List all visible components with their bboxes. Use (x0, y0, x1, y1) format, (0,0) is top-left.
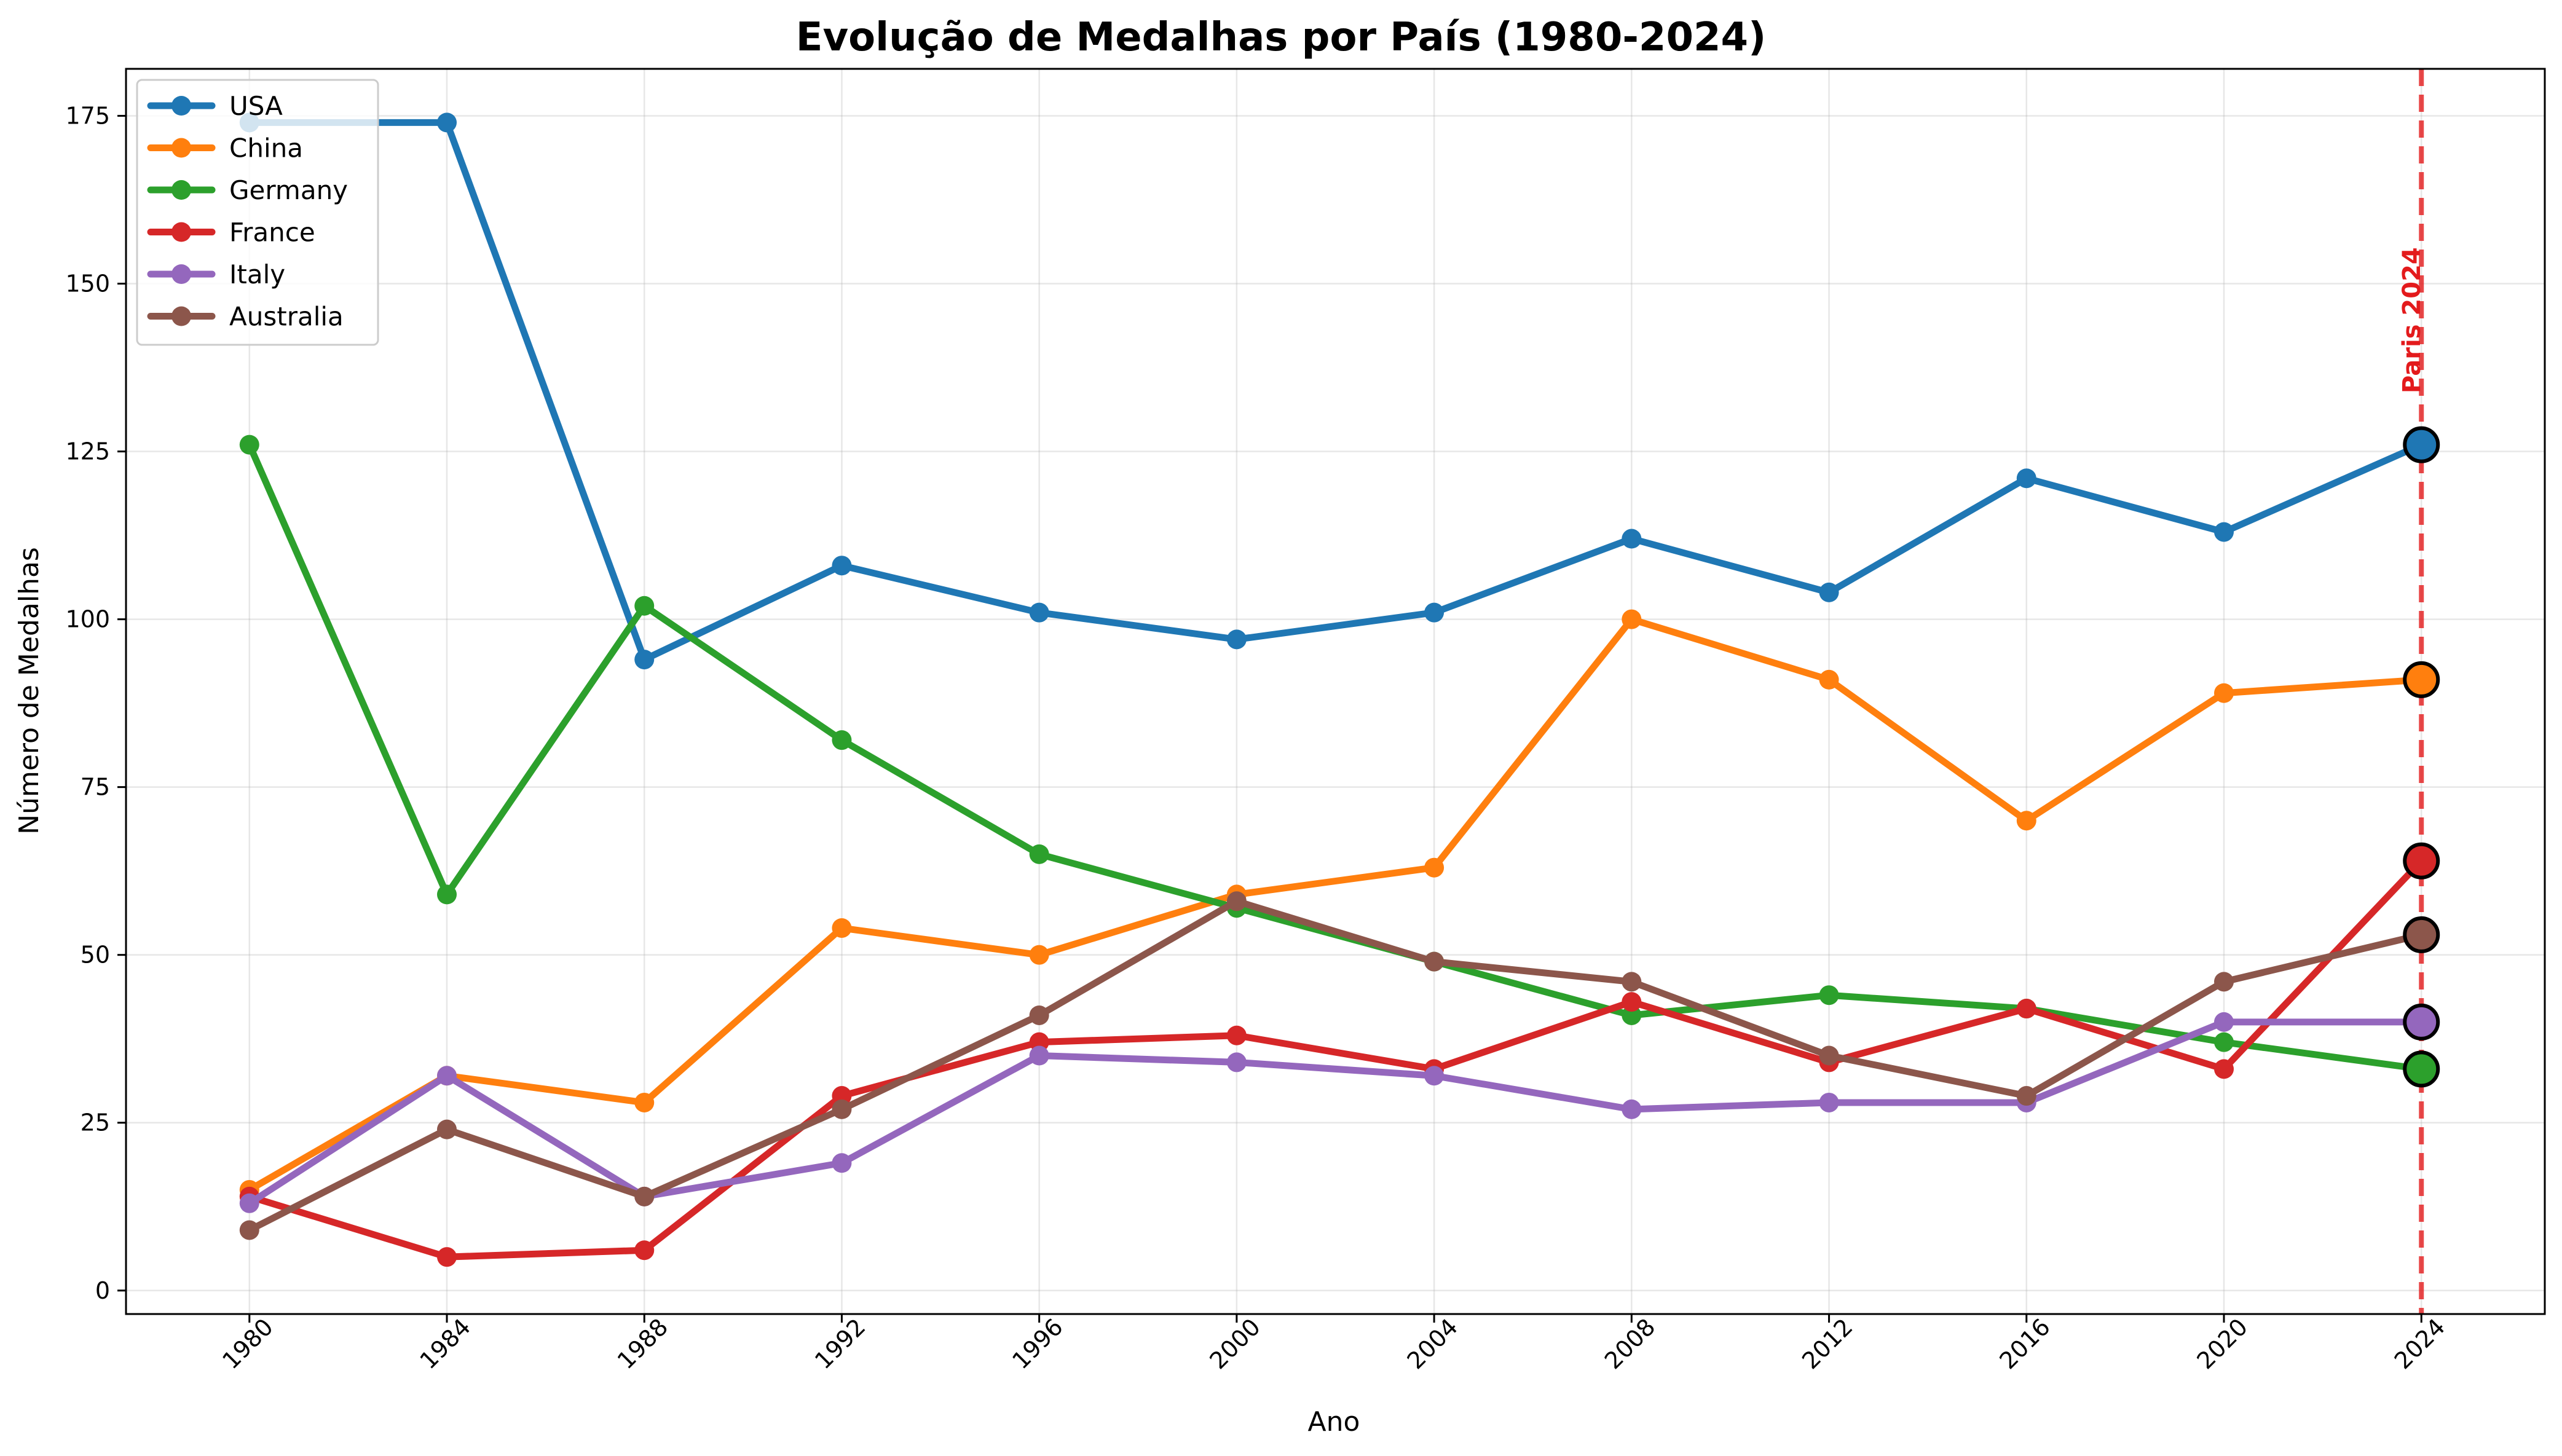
y-tick-label: 25 (81, 1109, 110, 1136)
data-point-france (1226, 1025, 1247, 1045)
data-point-germany (239, 435, 259, 455)
legend-item-france: France (147, 218, 315, 248)
y-tick-label: 175 (65, 102, 110, 129)
legend-label-china: China (229, 133, 303, 163)
data-point-italy (1226, 1052, 1247, 1072)
y-axis-label: Número de Medalhas (14, 547, 45, 835)
data-point-australia (832, 1099, 852, 1119)
highlight-point-italy (2403, 1003, 2440, 1041)
data-point-china (832, 918, 852, 938)
data-point-usa (832, 556, 852, 576)
y-tick-label: 50 (81, 942, 110, 969)
legend-swatch-marker-china (171, 138, 191, 158)
plot-frame (125, 68, 2546, 1315)
y-tick-label: 0 (95, 1277, 110, 1304)
data-point-italy (436, 1066, 457, 1086)
legend-item-china: China (147, 133, 303, 163)
data-point-china (1622, 609, 1642, 629)
data-point-china (1424, 857, 1445, 878)
legend-swatch-marker-usa (171, 96, 191, 116)
data-point-france (634, 1240, 655, 1261)
legend: USA China Germany France Italy Australia (136, 79, 379, 346)
data-point-germany (1029, 844, 1049, 864)
legend-label-france: France (229, 218, 315, 248)
data-point-france (1622, 992, 1642, 1012)
legend-item-italy: Italy (147, 259, 285, 289)
x-axis-label: Ano (1308, 1406, 1360, 1438)
data-point-italy (2214, 1012, 2234, 1032)
data-point-china (1819, 669, 1839, 690)
legend-item-usa: USA (147, 91, 283, 121)
legend-swatch-marker-australia (171, 306, 191, 326)
data-point-australia (1226, 891, 1247, 911)
data-point-australia (2016, 1086, 2036, 1106)
y-tick-label: 125 (65, 438, 110, 465)
data-point-france (436, 1247, 457, 1267)
data-point-australia (1819, 1045, 1839, 1066)
highlight-point-germany (2403, 1050, 2440, 1088)
legend-swatch-marker-france (171, 222, 191, 242)
series-line-australia (246, 897, 2425, 1234)
legend-label-italy: Italy (229, 259, 285, 289)
data-point-usa (634, 650, 655, 670)
data-point-italy (1819, 1092, 1839, 1112)
legend-label-australia: Australia (229, 302, 344, 332)
data-point-italy (832, 1153, 852, 1173)
highlight-point-australia (2403, 916, 2440, 953)
data-point-italy (1029, 1045, 1049, 1066)
data-point-germany (2214, 1032, 2234, 1052)
data-point-france (2214, 1059, 2234, 1079)
data-point-usa (2214, 522, 2234, 542)
legend-swatch-marker-italy (171, 264, 191, 284)
legend-label-usa: USA (229, 91, 283, 121)
chart-title: Evolução de Medalhas por País (1980-2024… (796, 15, 1767, 60)
data-point-usa (1226, 629, 1247, 650)
data-point-australia (436, 1119, 457, 1139)
series-line-italy (246, 1018, 2425, 1207)
y-tick-label: 150 (65, 270, 110, 297)
data-point-australia (1622, 972, 1642, 992)
data-point-usa (436, 112, 457, 133)
annotation-paris-2024: Paris 2024 (2398, 247, 2426, 393)
legend-item-australia: Australia (147, 302, 344, 332)
data-point-australia (239, 1220, 259, 1240)
data-point-usa (2016, 468, 2036, 489)
data-point-australia (1029, 1005, 1049, 1025)
data-point-china (1029, 945, 1049, 965)
data-point-australia (634, 1186, 655, 1206)
data-point-china (2016, 811, 2036, 831)
series-line-usa (246, 119, 2425, 663)
data-point-germany (634, 596, 655, 616)
data-point-australia (2214, 972, 2234, 992)
data-point-usa (1029, 602, 1049, 623)
data-point-germany (436, 884, 457, 905)
data-point-china (2214, 683, 2234, 703)
data-point-usa (1424, 602, 1445, 623)
data-point-usa (1819, 582, 1839, 602)
highlight-point-france (2403, 842, 2440, 880)
data-point-germany (1819, 985, 1839, 1005)
data-point-italy (1424, 1066, 1445, 1086)
highlight-layer: Paris 2024 (2398, 69, 2440, 1314)
data-point-australia (1424, 951, 1445, 972)
data-point-italy (1622, 1099, 1642, 1119)
data-point-france (2016, 999, 2036, 1019)
y-tick-label: 75 (81, 774, 110, 801)
data-point-china (634, 1092, 655, 1112)
highlight-point-china (2403, 661, 2440, 698)
data-point-usa (1622, 529, 1642, 549)
data-point-germany (832, 730, 852, 750)
legend-label-germany: Germany (229, 175, 348, 205)
series-line-china (246, 616, 2425, 1194)
legend-swatch-marker-germany (171, 180, 191, 200)
highlight-point-usa (2403, 426, 2440, 463)
series-line-france (246, 857, 2425, 1261)
y-tick-label: 100 (65, 606, 110, 633)
data-point-italy (239, 1193, 259, 1213)
legend-item-germany: Germany (147, 175, 348, 205)
